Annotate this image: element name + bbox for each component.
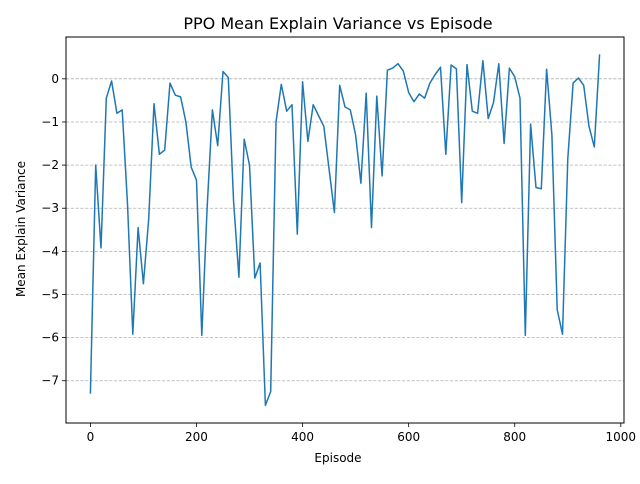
plot-frame bbox=[65, 36, 625, 424]
y-tick-label: −3 bbox=[41, 201, 59, 215]
y-axis-label: Mean Explain Variance bbox=[14, 161, 28, 297]
y-tick-label: −7 bbox=[41, 374, 59, 388]
x-tick-label: 1000 bbox=[606, 430, 637, 444]
y-tick-label: −5 bbox=[41, 287, 59, 301]
gridlines bbox=[66, 78, 624, 382]
y-tick-label: −1 bbox=[41, 115, 59, 129]
chart-title: PPO Mean Explain Variance vs Episode bbox=[183, 14, 492, 33]
x-axis-ticks: 0 200 400 600 800 1000 bbox=[87, 423, 637, 444]
x-tick-label: 400 bbox=[291, 430, 314, 444]
y-tick-label: 0 bbox=[51, 72, 59, 86]
x-tick-label: 800 bbox=[503, 430, 526, 444]
y-axis-ticks: 0 −1 −2 −3 −4 −5 −6 −7 bbox=[41, 72, 66, 388]
y-tick-label: −2 bbox=[41, 158, 59, 172]
y-tick-label: −4 bbox=[41, 244, 59, 258]
x-tick-label: 600 bbox=[397, 430, 420, 444]
series-layer bbox=[89, 54, 601, 407]
series-line bbox=[89, 54, 601, 407]
x-axis-label: Episode bbox=[314, 451, 361, 465]
y-tick-label: −6 bbox=[41, 331, 59, 345]
x-tick-label: 200 bbox=[185, 430, 208, 444]
x-tick-label: 0 bbox=[87, 430, 95, 444]
